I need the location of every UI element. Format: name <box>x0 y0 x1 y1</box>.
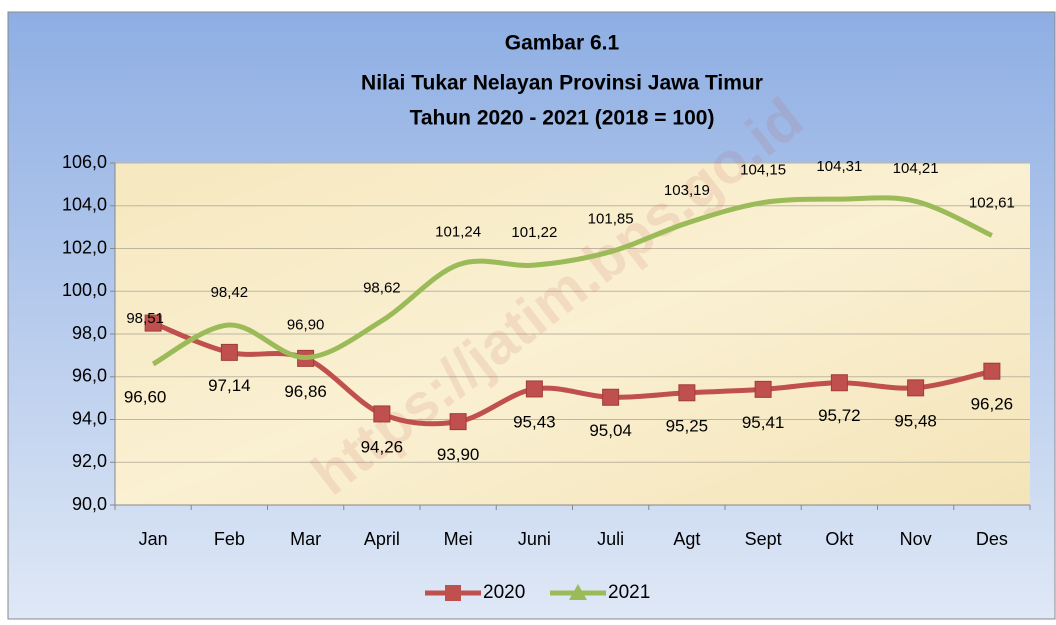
y-tick-label: 104,0 <box>62 195 107 215</box>
legend-marker <box>445 585 461 601</box>
data-label: 102,61 <box>969 194 1015 211</box>
x-tick-label: April <box>364 529 400 549</box>
legend-label: 2021 <box>608 582 650 603</box>
marker <box>144 314 162 332</box>
data-label: 95,48 <box>894 411 937 430</box>
marker <box>373 405 391 423</box>
line-series <box>151 195 993 367</box>
data-label: 104,21 <box>893 160 939 177</box>
data-label: 97,14 <box>208 376 251 395</box>
x-tick-label: Feb <box>214 529 245 549</box>
x-tick-label: Mei <box>444 529 473 549</box>
x-tick-label: Okt <box>825 529 853 549</box>
x-tick-label: Agt <box>673 529 700 549</box>
data-label: 93,90 <box>437 445 480 464</box>
legend-label: 2020 <box>483 582 525 603</box>
chart-title: Gambar 6.1 <box>505 32 620 55</box>
data-label: 95,41 <box>742 413 785 432</box>
y-tick-label: 92,0 <box>72 451 107 471</box>
data-label: 94,26 <box>361 437 404 456</box>
x-tick-label: Mar <box>290 529 321 549</box>
y-tick-label: 106,0 <box>62 152 107 172</box>
marker <box>449 413 467 431</box>
data-label: 104,15 <box>740 162 786 179</box>
marker <box>602 388 620 406</box>
y-tick-label: 90,0 <box>72 494 107 514</box>
data-label: 95,43 <box>513 412 556 431</box>
x-tick-label: Sept <box>745 529 782 549</box>
y-tick-label: 96,0 <box>72 366 107 386</box>
data-label: 98,51 <box>126 310 164 327</box>
data-label: 101,22 <box>511 224 557 241</box>
marker <box>525 380 543 398</box>
data-label: 103,19 <box>664 182 710 199</box>
x-tick-label: Juni <box>518 529 551 549</box>
chart-title: Tahun 2020 - 2021 (2018 = 100) <box>410 107 715 130</box>
y-tick-label: 98,0 <box>72 323 107 343</box>
x-tick-label: Jan <box>139 529 168 549</box>
x-tick-label: Des <box>976 529 1008 549</box>
x-tick-label: Juli <box>597 529 624 549</box>
data-label: 101,24 <box>435 224 481 241</box>
chart-title: Nilai Tukar Nelayan Provinsi Jawa Timur <box>361 72 763 95</box>
data-label: 96,86 <box>284 382 327 401</box>
data-label: 96,90 <box>287 316 325 333</box>
y-tick-label: 94,0 <box>72 408 107 428</box>
data-label: 95,04 <box>589 421 632 440</box>
data-label: 101,85 <box>588 211 634 228</box>
marker <box>830 374 848 392</box>
x-tick-label: Nov <box>900 529 932 549</box>
data-label: 95,25 <box>666 416 709 435</box>
marker <box>220 343 238 361</box>
data-label: 98,62 <box>363 280 401 297</box>
marker <box>754 380 772 398</box>
data-label: 98,42 <box>211 284 249 301</box>
marker <box>983 362 1001 380</box>
marker <box>678 384 696 402</box>
y-tick-label: 100,0 <box>62 280 107 300</box>
data-label: 104,31 <box>816 158 862 175</box>
legend-marker <box>569 584 587 600</box>
data-label: 96,26 <box>971 395 1014 414</box>
data-label: 95,72 <box>818 406 861 425</box>
marker <box>907 379 925 397</box>
data-label: 96,60 <box>124 387 167 406</box>
y-tick-label: 102,0 <box>62 237 107 257</box>
